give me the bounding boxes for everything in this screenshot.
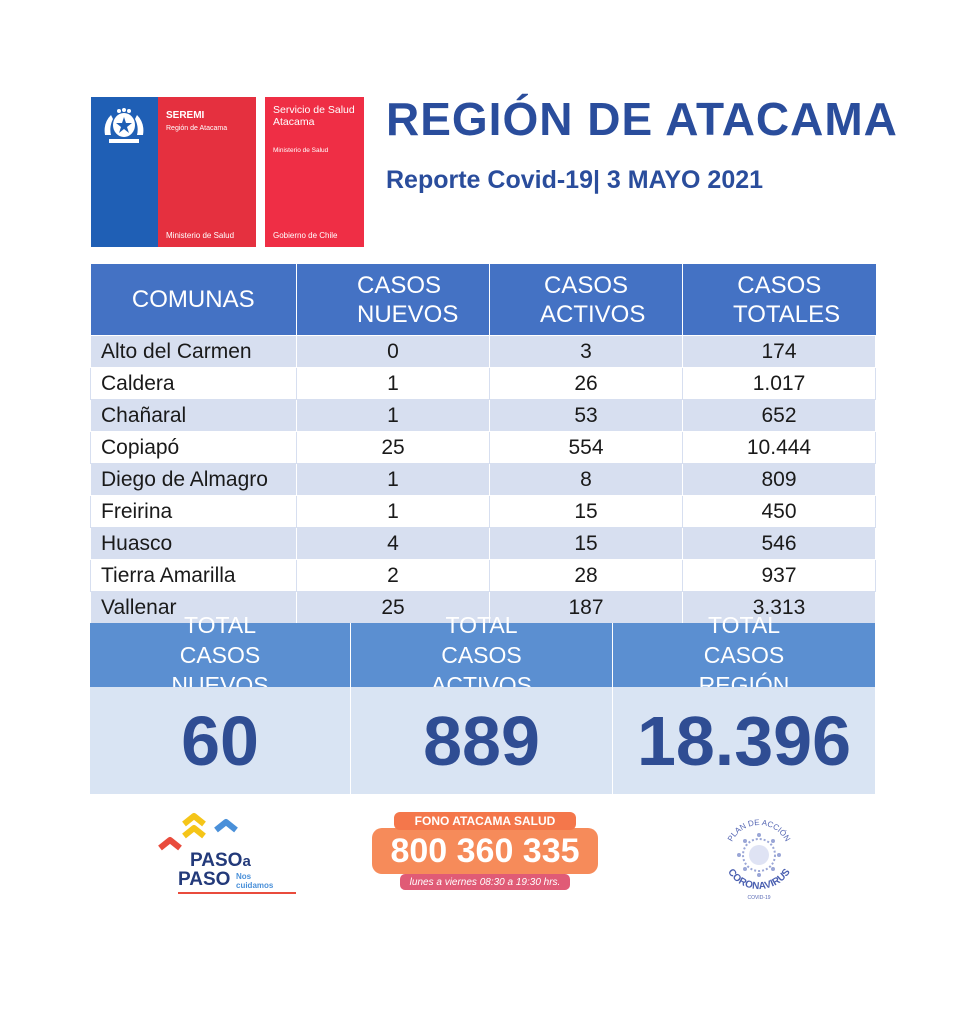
casos-nuevos-cell: 0 [296,335,490,368]
table-row: Diego de Almagro 1 8 809 [90,463,876,496]
casos-activos-cell: 15 [489,495,683,528]
seremi-logo-blue-panel [91,97,158,247]
seremi-logo-red-panel: SEREMI Región de Atacama Ministerio de S… [158,97,256,247]
table-row: Chañaral 1 53 652 [90,399,876,432]
total-region: TOTAL CASOS REGIÓN 18.396 [613,612,875,794]
total-nuevos-label: TOTAL CASOS NUEVOS [90,612,350,698]
casos-nuevos-cell: 1 [296,463,490,496]
chile-crest-icon [104,108,144,143]
casos-activos-cell: 187 [489,591,683,624]
casos-totales-cell: 1.017 [682,367,876,400]
comuna-name: Alto del Carmen [90,335,297,368]
total-activos-value: 889 [351,687,612,794]
corona-top-text: PLAN DE ACCIÓN [726,818,792,843]
comuna-name: Tierra Amarilla [90,559,297,592]
total-activos: TOTAL CASOS ACTIVOS 889 [351,612,613,794]
table-header-row: COMUNAS CASOS NUEVOS CASOS ACTIVOS CASOS… [90,264,876,336]
casos-activos-cell: 26 [489,367,683,400]
page-title: REGIÓN DE ATACAMA [386,93,898,145]
comuna-name: Huasco [90,527,297,560]
total-region-value: 18.396 [613,687,875,794]
paso-tag2: cuidamos [236,881,274,890]
casos-activos-cell: 15 [489,527,683,560]
casos-activos-cell: 8 [489,463,683,496]
table-row: Vallenar 25 187 3.313 [90,591,876,624]
corona-top-path: PLAN DE ACCIÓN [726,818,792,843]
header-comunas: COMUNAS [90,264,297,336]
total-activos-label: TOTAL CASOS ACTIVOS [351,612,612,698]
casos-nuevos-cell: 2 [296,559,490,592]
table-row: Alto del Carmen 0 3 174 [90,335,876,368]
fono-atacama-salud: 800 360 335 FONO ATACAMA SALUD lunes a v… [372,812,598,892]
casos-totales-cell: 10.444 [682,431,876,464]
servicio-salud-logo: Servicio de Salud Atacama Ministerio de … [265,97,364,247]
table-row: Copiapó 25 554 10.444 [90,431,876,464]
paso-underline [178,892,296,894]
casos-activos-cell: 53 [489,399,683,432]
seremi-logo: SEREMI Región de Atacama Ministerio de S… [91,97,256,247]
coronavirus-plan-icon: PLAN DE ACCIÓN CORONAVIRUS COVID-19 [725,818,793,901]
total-nuevos: TOTAL CASOS NUEVOS 60 [90,612,351,794]
casos-activos-cell: 554 [489,431,683,464]
casos-totales-cell: 174 [682,335,876,368]
paso-a: a [242,853,251,870]
comuna-name: Copiapó [90,431,297,464]
paso-text-1: PASOa [190,850,251,872]
fono-number: 800 360 335 [372,828,598,874]
casos-nuevos-cell: 25 [296,591,490,624]
casos-totales-cell: 652 [682,399,876,432]
fono-label: FONO ATACAMA SALUD [394,812,576,830]
paso-tag1: Nos [236,872,252,881]
casos-totales-cell: 937 [682,559,876,592]
comuna-name: Diego de Almagro [90,463,297,496]
casos-nuevos-cell: 1 [296,495,490,528]
paso-text-2: PASO [178,869,230,891]
casos-activos-cell: 3 [489,335,683,368]
casos-nuevos-cell: 4 [296,527,490,560]
total-nuevos-value: 60 [90,687,350,794]
table-row: Caldera 1 26 1.017 [90,367,876,400]
table-row: Huasco 4 15 546 [90,527,876,560]
casos-totales-cell: 450 [682,495,876,528]
casos-nuevos-cell: 1 [296,399,490,432]
casos-totales-cell: 3.313 [682,591,876,624]
seremi-ministry: Ministerio de Salud [166,231,235,240]
header-casos-activos: CASOS ACTIVOS [489,264,683,336]
casos-totales-cell: 809 [682,463,876,496]
report-subtitle: Reporte Covid-19| 3 MAYO 2021 [386,166,764,194]
casos-nuevos-cell: 1 [296,367,490,400]
paso-tagline: Nos cuidamos [236,872,273,890]
seremi-region: Región de Atacama [166,125,228,132]
paso-line1: PASO [190,850,243,871]
table-row: Freirina 1 15 450 [90,495,876,528]
casos-nuevos-cell: 25 [296,431,490,464]
table-row: Tierra Amarilla 2 28 937 [90,559,876,592]
corona-sub-text: COVID-19 [747,895,770,901]
comuna-name: Chañaral [90,399,297,432]
total-region-label: TOTAL CASOS REGIÓN [613,612,875,698]
header-casos-nuevos: CASOS NUEVOS [296,264,490,336]
seremi-title: SEREMI [166,110,205,121]
servicio-title: Servicio de Salud Atacama [273,104,355,128]
casos-activos-cell: 28 [489,559,683,592]
header-casos-totales: CASOS TOTALES [682,264,876,336]
comuna-name: Freirina [90,495,297,528]
fono-hours: lunes a viernes 08:30 a 19:30 hrs. [400,874,570,890]
servicio-gov: Gobierno de Chile [273,231,338,240]
totals-panel: TOTAL CASOS NUEVOS 60 TOTAL CASOS ACTIVO… [90,612,875,794]
comuna-name: Vallenar [90,591,297,624]
paso-a-paso-logo: PASOa PASO Nos cuidamos [158,812,298,897]
paso-line2: PASO [178,869,231,890]
comuna-name: Caldera [90,367,297,400]
casos-totales-cell: 546 [682,527,876,560]
servicio-ministry: Ministerio de Salud [273,147,329,154]
cases-table: COMUNAS CASOS NUEVOS CASOS ACTIVOS CASOS… [90,264,876,624]
paso-chevrons-icon [158,813,238,851]
